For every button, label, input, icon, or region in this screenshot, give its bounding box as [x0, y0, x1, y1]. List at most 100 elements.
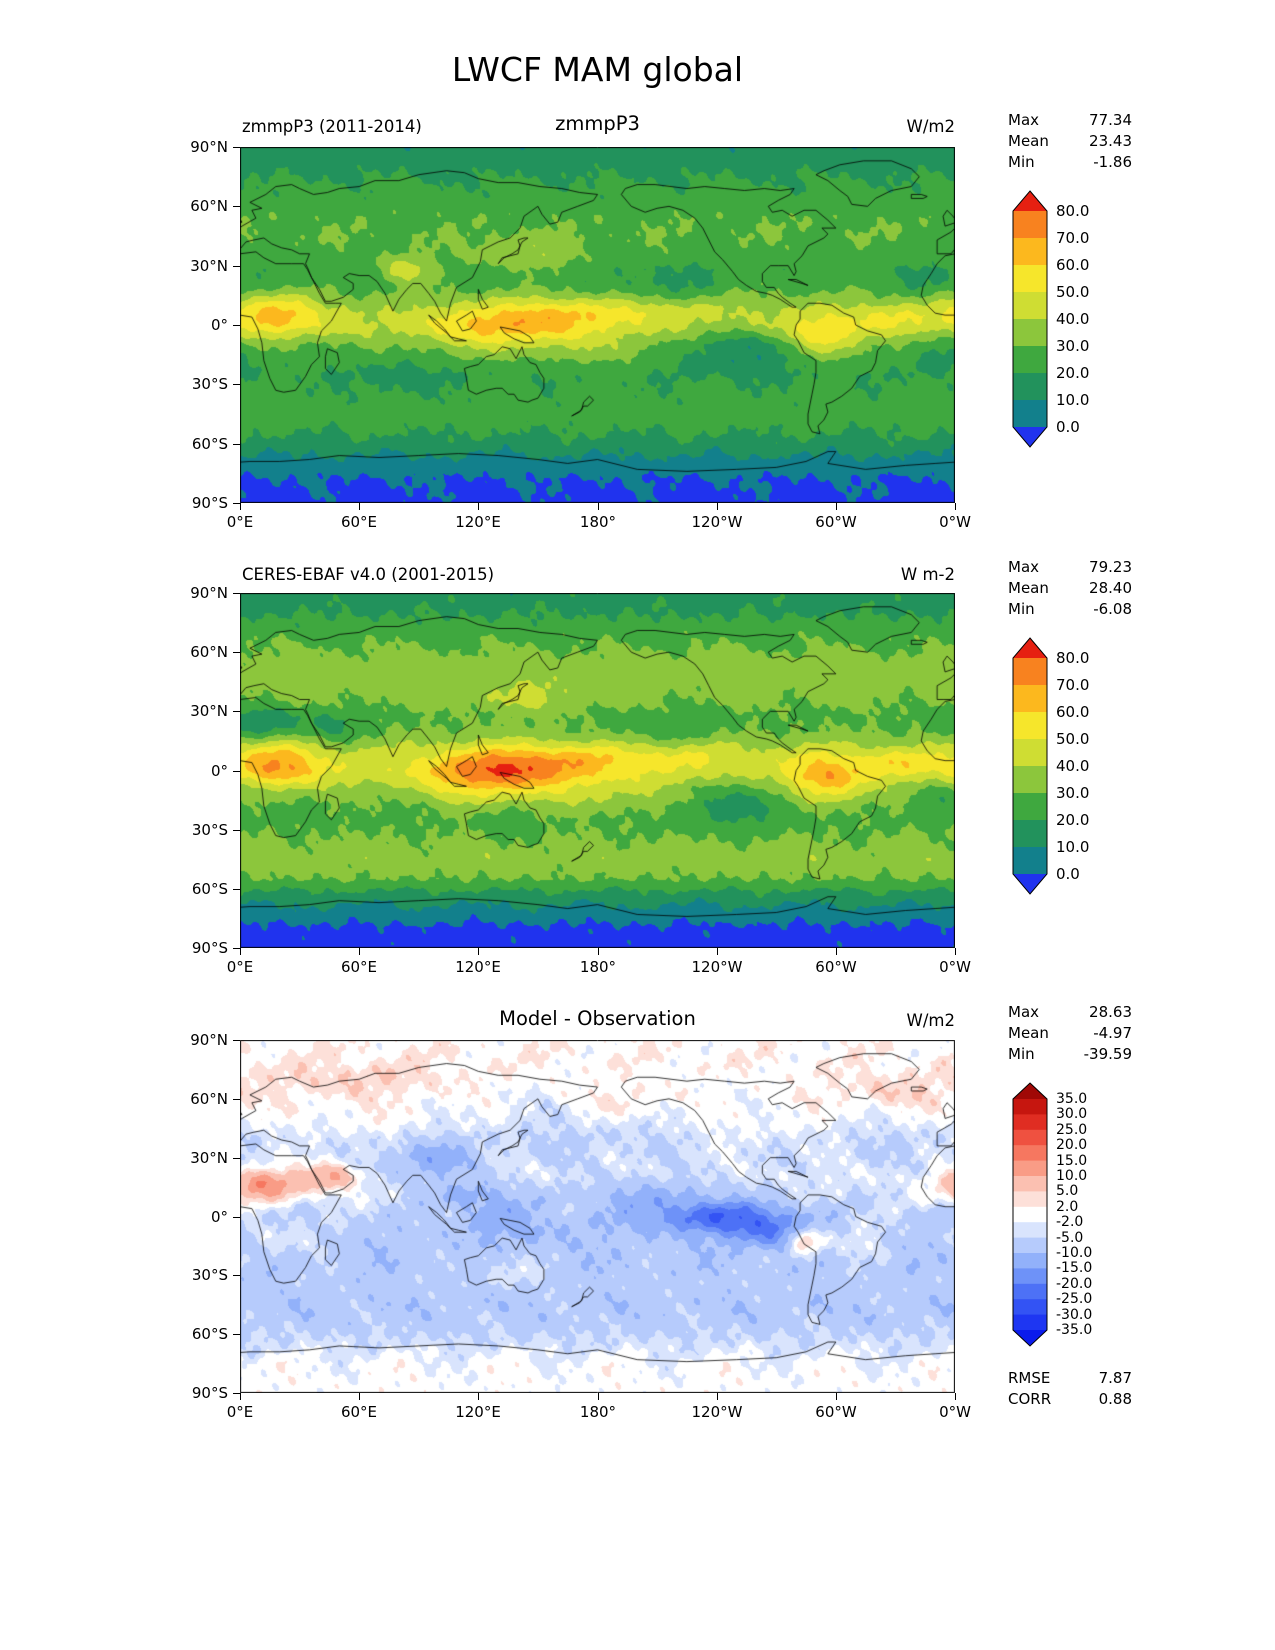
lat-tick-label: 60°S	[191, 435, 228, 453]
lat-tick-label: 30°S	[191, 821, 228, 839]
stat-value: 79.23	[1089, 558, 1132, 576]
lon-tick	[955, 503, 956, 510]
lat-tick-label: 30°S	[191, 375, 228, 393]
lon-tick	[836, 1393, 837, 1400]
lon-tick	[717, 948, 718, 955]
lat-tick-label: 90°N	[190, 584, 228, 602]
lon-tick	[240, 503, 241, 510]
lat-tick-label: 60°S	[191, 1325, 228, 1343]
stat-value: 0.88	[1098, 1390, 1132, 1408]
panel1-left-title: zmmpP3 (2011-2014)	[242, 117, 422, 136]
map-difference	[240, 1040, 955, 1393]
panel3-center-title: Model - Observation	[499, 1007, 696, 1030]
lon-tick	[836, 503, 837, 510]
stat-row: Max 28.63	[1008, 1002, 1132, 1023]
stat-label: Min	[1008, 153, 1035, 171]
lat-tick	[233, 206, 240, 207]
panel2-units-label: W m-2	[900, 565, 955, 584]
lat-tick-label: 0°	[210, 1208, 228, 1226]
stat-label: Mean	[1008, 132, 1049, 150]
lon-tick	[598, 1393, 599, 1400]
lon-tick	[478, 1393, 479, 1400]
stat-value: 7.87	[1098, 1369, 1132, 1387]
lat-tick-label: 30°S	[191, 1266, 228, 1284]
stat-label: Max	[1008, 1003, 1040, 1021]
colorbar-tick-label: 25.0	[1056, 1121, 1088, 1138]
lon-tick-label: 120°E	[455, 513, 501, 531]
lon-tick	[717, 503, 718, 510]
lat-tick-label: 90°S	[191, 494, 228, 512]
stat-row: CORR 0.88	[1008, 1389, 1132, 1410]
stat-row: Min -6.08	[1008, 599, 1132, 620]
stat-value: 77.34	[1089, 111, 1132, 129]
lon-tick-label: 120°W	[691, 513, 743, 531]
colorbar-tick-label: 10.0	[1056, 838, 1090, 856]
lat-tick	[233, 503, 240, 504]
lon-tick-label: 0°E	[226, 1403, 254, 1421]
stat-value: 28.63	[1089, 1003, 1132, 1021]
lat-tick	[233, 593, 240, 594]
lon-tick-label: 180°	[579, 1403, 617, 1421]
lon-tick	[478, 503, 479, 510]
stat-label: Min	[1008, 1045, 1035, 1063]
lon-tick-label: 0°E	[226, 958, 254, 976]
stat-value: -1.86	[1093, 153, 1132, 171]
lon-tick-label: 0°W	[939, 513, 971, 531]
panel2-left-title: CERES-EBAF v4.0 (2001-2015)	[242, 565, 495, 584]
stat-label: Max	[1008, 558, 1040, 576]
lon-tick-label: 0°E	[226, 513, 254, 531]
lat-tick	[233, 266, 240, 267]
panel1-center-title: zmmpP3	[555, 112, 640, 135]
lon-tick-label: 60°E	[340, 1403, 378, 1421]
colorbar-tick-label: 20.0	[1056, 811, 1090, 829]
colorbar-difference	[1012, 1082, 1048, 1347]
lat-tick	[233, 652, 240, 653]
colorbar-tick-label: 30.0	[1056, 337, 1090, 355]
colorbar-tick-label: 60.0	[1056, 256, 1090, 274]
lon-tick-label: 120°W	[691, 1403, 743, 1421]
stat-value: 28.40	[1089, 579, 1132, 597]
lat-tick-label: 60°N	[190, 1090, 228, 1108]
stat-label: Mean	[1008, 579, 1049, 597]
lat-tick	[233, 147, 240, 148]
panel3-skill-scores: RMSE 7.87 CORR 0.88	[1008, 1368, 1132, 1410]
stat-row: Mean 28.40	[1008, 578, 1132, 599]
colorbar-tick-label: 0.0	[1056, 418, 1080, 436]
stat-row: RMSE 7.87	[1008, 1368, 1132, 1389]
stat-row: Mean -4.97	[1008, 1023, 1132, 1044]
panel1-stats: Max 77.34 Mean 23.43 Min -1.86	[1008, 110, 1132, 173]
colorbar-tick-label: 70.0	[1056, 229, 1090, 247]
colorbar-observation	[1012, 637, 1048, 895]
colorbar-tick-label: 30.0	[1056, 784, 1090, 802]
stat-value: -39.59	[1083, 1045, 1132, 1063]
colorbar-tick-label: 35.0	[1056, 1091, 1088, 1107]
stat-label: CORR	[1008, 1390, 1052, 1408]
lat-tick-label: 0°	[210, 762, 228, 780]
map-observation	[240, 593, 955, 948]
lat-tick	[233, 830, 240, 831]
colorbar-tick-label: -15.0	[1056, 1260, 1093, 1277]
lon-tick	[240, 1393, 241, 1400]
panel3-units-label: W/m2	[906, 1011, 955, 1030]
lon-tick-label: 60°W	[815, 1403, 857, 1421]
colorbar-tick-label: 80.0	[1056, 649, 1090, 667]
map-model	[240, 147, 955, 503]
colorbar-tick-label: 50.0	[1056, 283, 1090, 301]
colorbar-tick-label: 30.0	[1056, 1106, 1088, 1123]
colorbar-tick-label: 40.0	[1056, 310, 1090, 328]
panel1-units-label: W/m2	[906, 117, 955, 136]
lat-tick	[233, 1099, 240, 1100]
lat-tick-label: 90°S	[191, 1384, 228, 1402]
stat-label: Min	[1008, 600, 1035, 618]
lon-tick-label: 60°E	[340, 513, 378, 531]
colorbar-tick-label: -10.0	[1056, 1245, 1093, 1261]
lat-tick	[233, 889, 240, 890]
colorbar-tick-label: 5.0	[1056, 1183, 1079, 1200]
stat-value: -4.97	[1093, 1024, 1132, 1042]
colorbar-tick-label: -25.0	[1056, 1291, 1093, 1308]
lon-tick	[359, 1393, 360, 1400]
lon-tick	[359, 948, 360, 955]
stat-row: Max 77.34	[1008, 110, 1132, 131]
lon-tick	[598, 503, 599, 510]
